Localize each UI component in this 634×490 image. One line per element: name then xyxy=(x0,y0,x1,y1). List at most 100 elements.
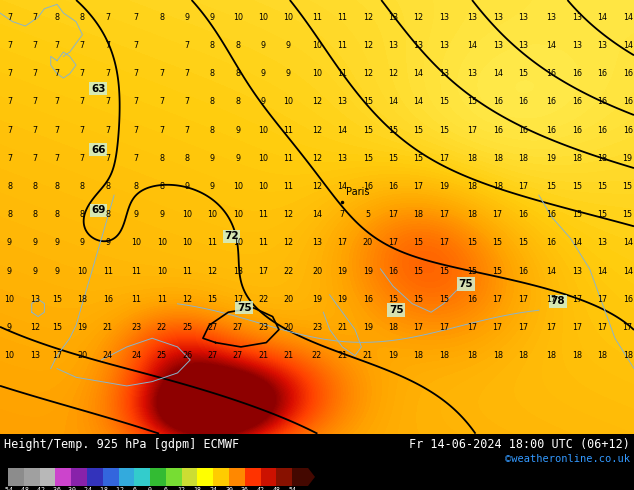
Text: 12: 12 xyxy=(178,487,186,490)
Text: 13: 13 xyxy=(572,267,582,275)
Text: 66: 66 xyxy=(91,145,105,155)
Text: 17: 17 xyxy=(388,210,398,219)
Text: 16: 16 xyxy=(363,294,373,304)
Bar xyxy=(182,468,197,486)
Text: 7: 7 xyxy=(7,154,12,163)
Text: 12: 12 xyxy=(283,238,294,247)
Text: 17: 17 xyxy=(547,323,557,332)
Text: 15: 15 xyxy=(363,154,373,163)
Text: 20: 20 xyxy=(312,267,322,275)
Text: 15: 15 xyxy=(572,210,582,219)
Text: 19: 19 xyxy=(77,323,87,332)
Text: 17: 17 xyxy=(572,294,582,304)
Bar xyxy=(261,468,276,486)
Text: 16: 16 xyxy=(388,182,398,191)
Text: 12: 12 xyxy=(363,41,373,50)
Text: 25: 25 xyxy=(182,323,192,332)
Text: 7: 7 xyxy=(134,154,139,163)
Polygon shape xyxy=(308,468,315,486)
Text: 18: 18 xyxy=(572,351,582,360)
Text: 18: 18 xyxy=(547,351,557,360)
Text: 16: 16 xyxy=(467,294,477,304)
Text: 10: 10 xyxy=(4,294,15,304)
Text: 7: 7 xyxy=(32,69,37,78)
Text: 10: 10 xyxy=(77,267,87,275)
Text: 16: 16 xyxy=(572,125,582,135)
Text: 11: 11 xyxy=(258,210,268,219)
Text: 13: 13 xyxy=(388,13,398,22)
Text: 11: 11 xyxy=(283,182,294,191)
Text: 7: 7 xyxy=(184,41,190,50)
Text: 8: 8 xyxy=(235,69,240,78)
Text: 10: 10 xyxy=(207,210,217,219)
Text: 17: 17 xyxy=(52,351,62,360)
Text: 15: 15 xyxy=(467,238,477,247)
Text: 16: 16 xyxy=(547,125,557,135)
Text: 8: 8 xyxy=(235,41,240,50)
Text: 16: 16 xyxy=(623,69,633,78)
Text: 30: 30 xyxy=(225,487,233,490)
Text: 9: 9 xyxy=(210,182,215,191)
Text: 9: 9 xyxy=(261,41,266,50)
Text: 7: 7 xyxy=(80,41,85,50)
Text: 10: 10 xyxy=(233,182,243,191)
Text: 10: 10 xyxy=(233,210,243,219)
Text: 7: 7 xyxy=(80,125,85,135)
Text: 7: 7 xyxy=(184,125,190,135)
Text: 21: 21 xyxy=(103,323,113,332)
Text: 7: 7 xyxy=(32,13,37,22)
Text: 13: 13 xyxy=(572,41,582,50)
Text: 10: 10 xyxy=(233,238,243,247)
Text: 8: 8 xyxy=(80,210,85,219)
Text: 8: 8 xyxy=(105,210,110,219)
Text: 23: 23 xyxy=(258,323,268,332)
Text: 17: 17 xyxy=(233,294,243,304)
Text: 13: 13 xyxy=(572,13,582,22)
Text: 8: 8 xyxy=(210,125,215,135)
Text: 8: 8 xyxy=(159,182,164,191)
Text: 7: 7 xyxy=(7,41,12,50)
Text: 18: 18 xyxy=(77,294,87,304)
Text: 17: 17 xyxy=(518,294,528,304)
Text: 8: 8 xyxy=(7,210,12,219)
Text: 18: 18 xyxy=(388,323,398,332)
Text: 18: 18 xyxy=(597,351,607,360)
Text: 15: 15 xyxy=(493,267,503,275)
Text: 13: 13 xyxy=(597,238,607,247)
Text: 13: 13 xyxy=(337,154,347,163)
Text: 17: 17 xyxy=(467,323,477,332)
Text: 19: 19 xyxy=(312,294,322,304)
Text: 12: 12 xyxy=(312,98,322,106)
Text: 11: 11 xyxy=(258,238,268,247)
Text: 15: 15 xyxy=(623,182,633,191)
Bar xyxy=(8,468,24,486)
Text: 10: 10 xyxy=(4,351,15,360)
Text: 12: 12 xyxy=(312,125,322,135)
Text: 16: 16 xyxy=(103,294,113,304)
Text: 9: 9 xyxy=(261,69,266,78)
Text: 17: 17 xyxy=(518,323,528,332)
Text: 10: 10 xyxy=(157,238,167,247)
Text: 17: 17 xyxy=(623,323,633,332)
Text: 20: 20 xyxy=(283,323,294,332)
Text: 8: 8 xyxy=(210,98,215,106)
Text: 12: 12 xyxy=(388,69,398,78)
Text: 7: 7 xyxy=(7,125,12,135)
Text: 17: 17 xyxy=(493,294,503,304)
Text: 15: 15 xyxy=(597,210,607,219)
Text: 9: 9 xyxy=(286,69,291,78)
Text: 20: 20 xyxy=(363,238,373,247)
Text: 17: 17 xyxy=(258,267,268,275)
Text: -30: -30 xyxy=(65,487,77,490)
Text: 19: 19 xyxy=(337,267,347,275)
Text: 24: 24 xyxy=(131,351,141,360)
Text: 14: 14 xyxy=(623,238,633,247)
Text: 7: 7 xyxy=(134,13,139,22)
Bar xyxy=(197,468,213,486)
Text: 19: 19 xyxy=(623,154,633,163)
Text: 8: 8 xyxy=(159,13,164,22)
Text: 13: 13 xyxy=(547,13,557,22)
Text: 7: 7 xyxy=(159,98,164,106)
Text: 15: 15 xyxy=(388,294,398,304)
Text: 14: 14 xyxy=(312,210,322,219)
